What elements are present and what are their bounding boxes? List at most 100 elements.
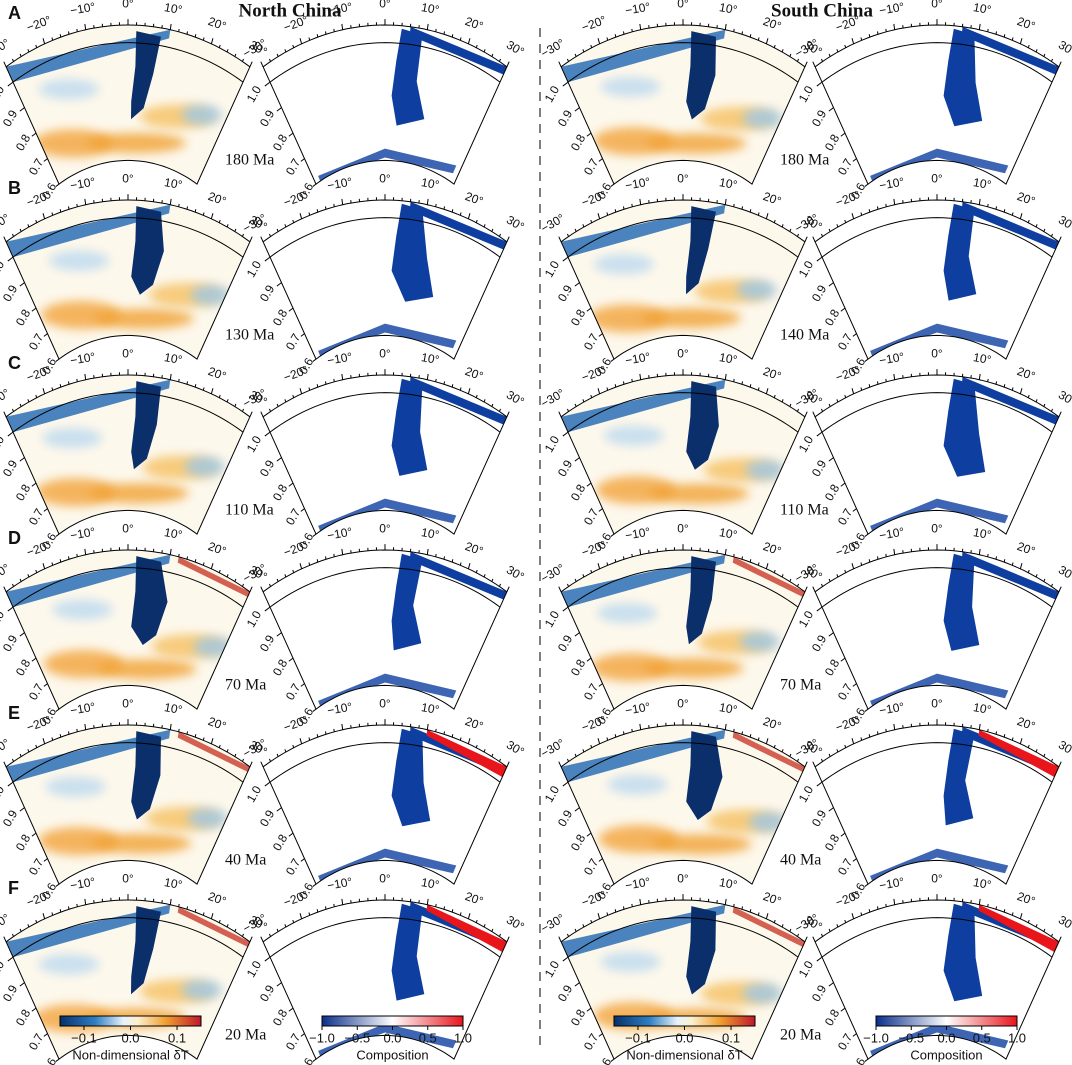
slab — [686, 206, 716, 295]
angle-tick-label: 30° — [1056, 38, 1072, 59]
tick — [226, 924, 229, 928]
slab — [943, 903, 983, 1002]
background — [263, 200, 507, 360]
tick — [724, 723, 727, 730]
tick — [483, 224, 486, 228]
tick — [1003, 34, 1006, 38]
slab — [391, 903, 425, 1001]
tick — [567, 58, 570, 62]
angle-tick-label: 30° — [504, 738, 527, 759]
slab — [391, 203, 434, 302]
base-layer — [318, 673, 457, 707]
radius-tick-label: 0.8 — [822, 657, 843, 679]
anomaly — [600, 951, 661, 972]
tick — [299, 388, 303, 394]
anomaly — [193, 636, 234, 657]
tick — [876, 381, 879, 385]
tick — [586, 482, 592, 487]
angle-tick-label: 20° — [761, 364, 783, 383]
tick — [12, 758, 15, 762]
section-panel: −30°−20°−10°0°10°20°30°0.60.70.80.91.0 — [792, 347, 1072, 552]
tick — [606, 37, 609, 41]
tick — [590, 919, 593, 923]
angle-tick-label: −10° — [878, 525, 905, 543]
anomaly — [748, 811, 789, 832]
tick — [264, 81, 271, 87]
tick — [1050, 408, 1053, 412]
tick — [459, 37, 462, 41]
angle-tick-label: −20° — [580, 363, 609, 385]
tick — [582, 924, 585, 928]
tick — [234, 403, 237, 407]
tick — [606, 737, 609, 741]
anomaly — [38, 954, 99, 975]
tick — [292, 919, 295, 923]
fan-outline — [262, 374, 508, 535]
tick — [194, 34, 197, 38]
tick — [19, 807, 25, 812]
tick — [186, 31, 189, 35]
tick — [475, 919, 478, 923]
tick — [3, 61, 7, 68]
tick — [893, 898, 896, 905]
angle-tick-label: −20° — [834, 888, 863, 910]
angle-tick-label: −10° — [878, 175, 905, 193]
tick — [506, 586, 510, 593]
tick — [995, 206, 998, 210]
tick — [622, 31, 625, 35]
angle-tick-label: −20° — [580, 13, 609, 35]
tick — [59, 559, 62, 563]
colorbar-label: Composition — [910, 1047, 982, 1062]
tick — [491, 753, 494, 757]
colorbar-label: Non-dimensional δT — [626, 1047, 742, 1062]
tick — [51, 912, 54, 916]
tick — [757, 562, 760, 566]
angle-tick-label: 20° — [206, 714, 228, 733]
anomaly — [742, 983, 783, 1004]
tick — [467, 388, 471, 394]
angle-tick-label: 10° — [420, 700, 440, 717]
tick — [241, 933, 244, 937]
tick — [426, 898, 429, 905]
slab — [391, 378, 428, 476]
tick — [284, 224, 287, 228]
tick — [828, 282, 834, 287]
radius-tick-label: 0.9 — [555, 457, 576, 479]
tick — [773, 569, 776, 573]
angle-tick-label: −10° — [69, 875, 96, 893]
tick — [749, 909, 752, 913]
tick — [506, 236, 510, 243]
tick — [586, 132, 592, 137]
tick — [300, 1033, 305, 1037]
tick — [202, 912, 205, 916]
tick — [226, 574, 229, 578]
tick — [35, 744, 38, 748]
tick — [812, 411, 816, 418]
tick — [67, 206, 70, 210]
age-label: 70 Ma — [780, 677, 821, 694]
angle-tick-label: −20° — [580, 888, 609, 910]
panel-letter: B — [8, 178, 21, 198]
tick — [210, 388, 214, 394]
fan-outline — [5, 24, 251, 185]
tick — [1035, 749, 1038, 753]
slab — [391, 28, 425, 126]
field — [6, 725, 250, 885]
tick — [443, 206, 446, 210]
tick — [276, 53, 279, 57]
angle-tick-label: 20° — [1015, 14, 1037, 33]
tick — [598, 333, 603, 337]
fan-outline — [262, 549, 508, 710]
radius-tick-label: 0.7 — [835, 156, 856, 178]
fan-outline — [5, 724, 251, 885]
tick — [836, 924, 839, 928]
angle-tick-label: 0° — [931, 0, 943, 11]
tick — [844, 219, 847, 223]
tick — [622, 731, 625, 735]
tick — [1043, 228, 1046, 232]
angle-tick-label: 30° — [1056, 738, 1072, 759]
base-layer — [870, 673, 1009, 707]
anomaly — [187, 808, 228, 829]
tick — [622, 381, 625, 385]
tick — [864, 883, 869, 887]
